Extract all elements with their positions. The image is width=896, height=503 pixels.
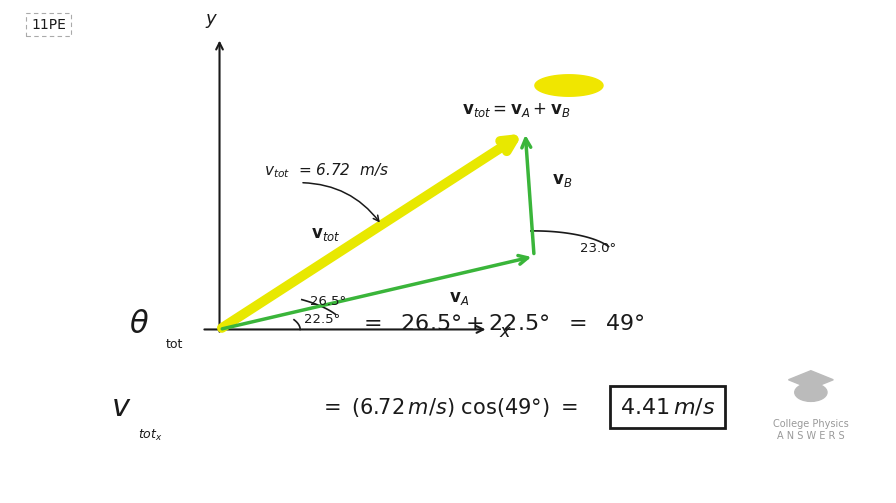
Text: $\mathbf{v}_{tot} = \mathbf{v}_A + \mathbf{v}_B$: $\mathbf{v}_{tot} = \mathbf{v}_A + \math… bbox=[462, 102, 571, 120]
Text: tot: tot bbox=[166, 338, 184, 351]
Text: x: x bbox=[499, 323, 510, 341]
Polygon shape bbox=[535, 75, 603, 96]
Text: 23.0°: 23.0° bbox=[580, 242, 616, 255]
Text: $= \ (6.72 \, m/s) \ \cos(49°) \ =$: $= \ (6.72 \, m/s) \ \cos(49°) \ =$ bbox=[319, 396, 577, 419]
Text: y: y bbox=[205, 10, 216, 28]
Polygon shape bbox=[788, 371, 833, 389]
Text: $= \ \ 26.5° + 22.5° \ \ = \ \ 49°$: $= \ \ 26.5° + 22.5° \ \ = \ \ 49°$ bbox=[358, 313, 645, 336]
Text: $\mathbf{v}_{tot}$: $\mathbf{v}_{tot}$ bbox=[311, 225, 340, 243]
Text: $\mathbf{v}_A$: $\mathbf{v}_A$ bbox=[449, 289, 470, 307]
Text: $v_{tot}$  = 6.72  m/s: $v_{tot}$ = 6.72 m/s bbox=[264, 161, 389, 180]
Text: 22.5°: 22.5° bbox=[305, 313, 340, 326]
Text: $\mathbf{v}_B$: $\mathbf{v}_B$ bbox=[552, 171, 573, 189]
Circle shape bbox=[795, 383, 827, 401]
Text: $v$: $v$ bbox=[111, 392, 131, 423]
Text: College Physics
A N S W E R S: College Physics A N S W E R S bbox=[773, 420, 849, 441]
Text: $4.41 \, m/s$: $4.41 \, m/s$ bbox=[620, 396, 715, 418]
Text: $tot_x$: $tot_x$ bbox=[138, 428, 163, 443]
Text: 11PE: 11PE bbox=[31, 18, 66, 32]
Text: $\theta$: $\theta$ bbox=[129, 309, 149, 340]
Text: 26.5°: 26.5° bbox=[310, 295, 346, 308]
